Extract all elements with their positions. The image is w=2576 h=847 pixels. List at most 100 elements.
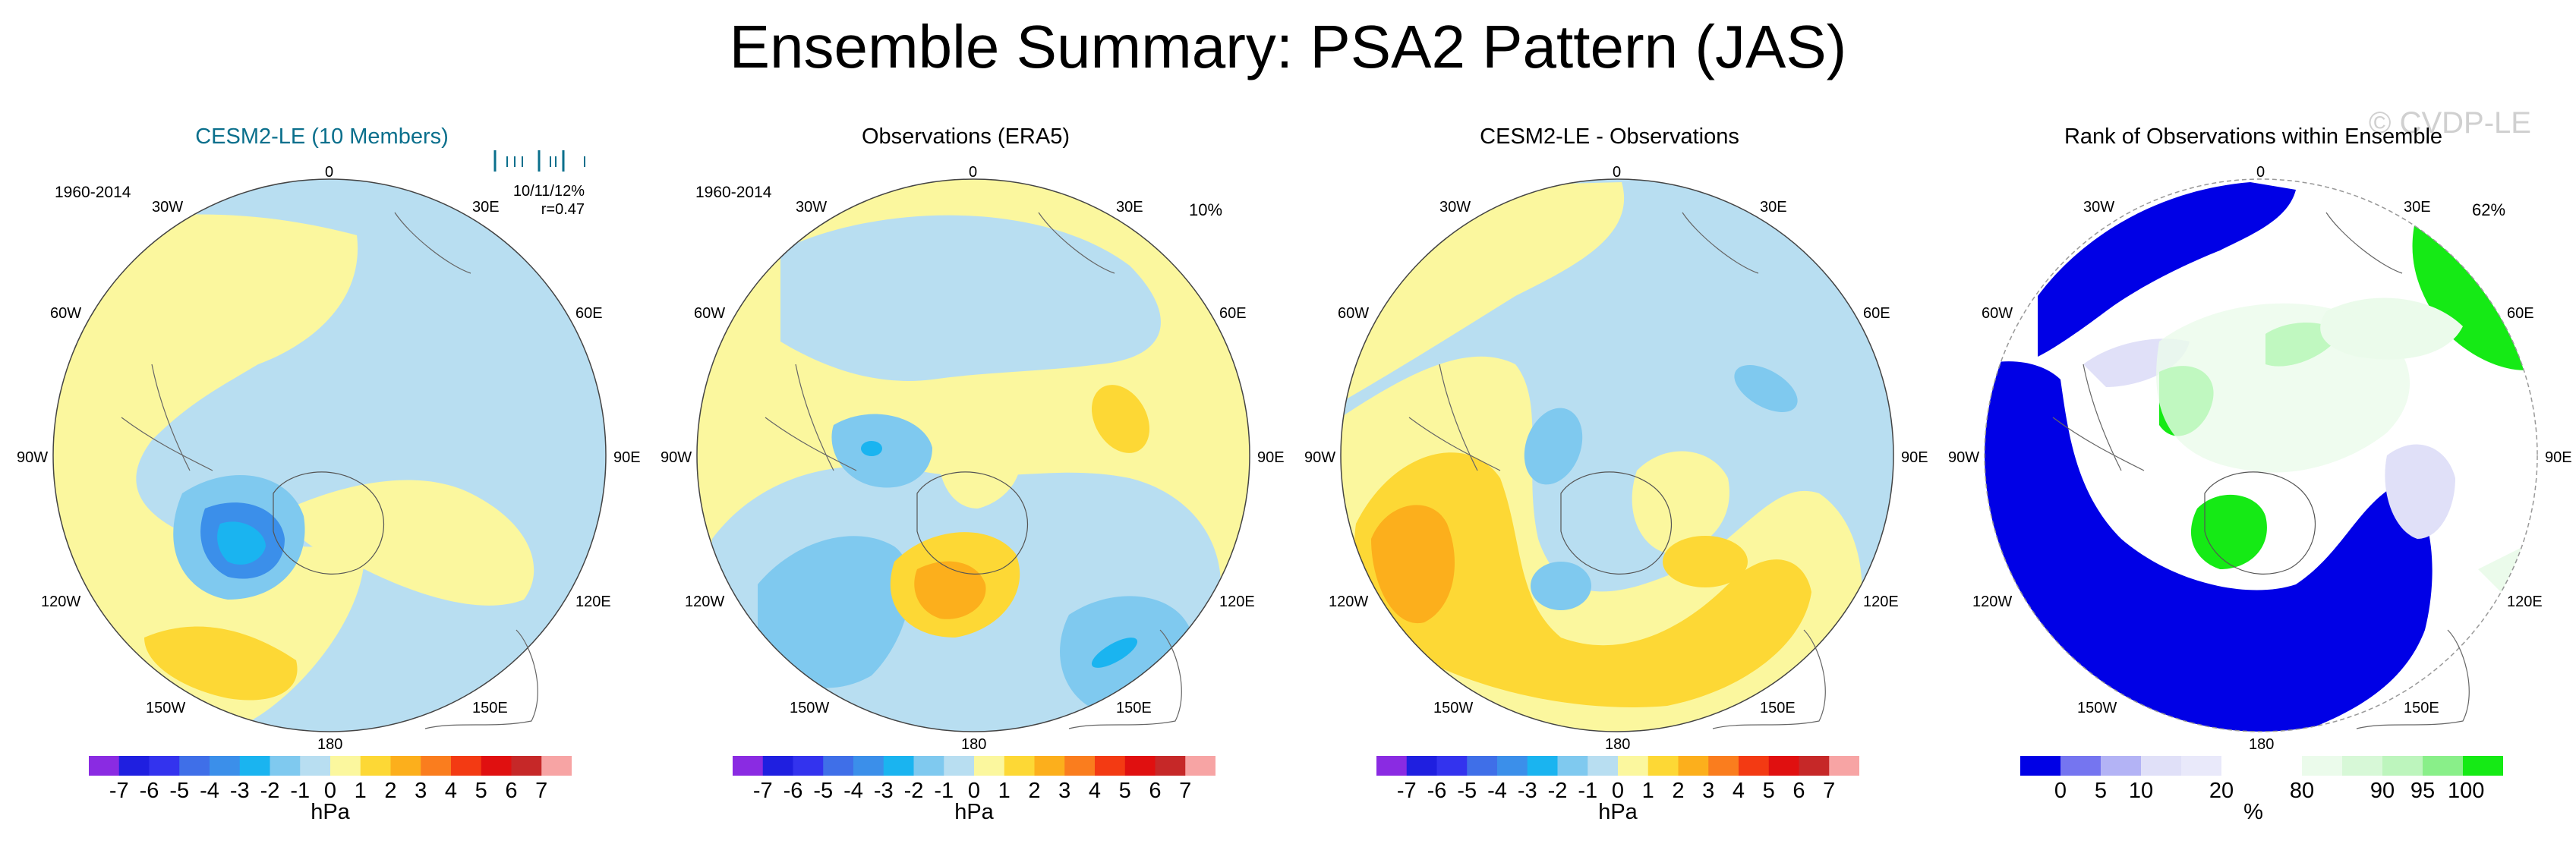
lon-label: 120E (1863, 594, 1899, 610)
colorbar-swatch (1185, 756, 1215, 776)
map-border (1340, 178, 1894, 732)
colorbar-swatch (2302, 756, 2343, 776)
positive-region (288, 480, 534, 606)
coastline (2325, 212, 2470, 729)
positive-region (1632, 451, 1729, 554)
colorbar-tick-label: 5 (1762, 779, 1775, 803)
coastline (1560, 471, 1672, 575)
lon-label: 30E (1760, 199, 1787, 216)
lon-label: 30E (2404, 199, 2431, 216)
colorbar-swatch (118, 756, 150, 776)
colorbar-swatch (179, 756, 210, 776)
colorbar-tick-label: 5 (2094, 779, 2108, 803)
colorbar-tick-label: 1 (354, 779, 367, 803)
lon-label: 150E (2404, 700, 2439, 716)
lon-label: 150E (1116, 700, 1152, 716)
colorbar-swatch (2463, 756, 2503, 776)
lon-label: 180 (961, 736, 987, 753)
colorbar-tick-label: 0 (967, 779, 981, 803)
stat-line: 10/11/12% (512, 183, 585, 200)
colorbar-tick-label: -5 (813, 779, 834, 803)
lon-label: 60E (1863, 305, 1890, 322)
lon-label: 60W (694, 305, 726, 322)
colorbar-tick-label: 3 (1702, 779, 1715, 803)
colorbar-swatch (1768, 756, 1799, 776)
polar-map (1984, 178, 2538, 732)
colorbar-tick-label: -3 (1517, 779, 1537, 803)
colorbar-swatch (270, 756, 301, 776)
coastline (2052, 364, 2145, 471)
colorbar-tick-label: -4 (200, 779, 219, 803)
colorbar-swatch (421, 756, 452, 776)
colorbar-swatch (793, 756, 824, 776)
colorbar-tick-label: 1 (998, 779, 1011, 803)
colorbar-tick-label: -6 (1427, 779, 1447, 803)
lon-label: 120E (1219, 594, 1255, 610)
colorbar-tick-label: 5 (475, 779, 487, 803)
negative-region (758, 536, 911, 688)
negative-region (351, 747, 396, 751)
colorbar-percent (2020, 756, 2503, 776)
rank-low (1985, 361, 2433, 732)
colorbar-tick-label: -3 (873, 779, 894, 803)
panel-title: Rank of Observations within Ensemble (2064, 124, 2443, 149)
lon-label: 0 (325, 164, 334, 181)
lon-label: 90E (1901, 449, 1928, 466)
positive-region (1663, 536, 1748, 587)
figure-title: Ensemble Summary: PSA2 Pattern (JAS) (729, 13, 1847, 80)
colorbar-tick-label: 0 (323, 779, 337, 803)
colorbar-tick-label: -2 (903, 779, 924, 803)
lon-label: 30W (2083, 199, 2115, 216)
colorbar-swatch (1678, 756, 1709, 776)
colorbar-swatch (1004, 756, 1035, 776)
colorbar-swatch (1647, 756, 1679, 776)
colorbar-swatch (762, 756, 793, 776)
positive-region (144, 626, 298, 701)
rank-percent: 62% (2472, 200, 2506, 219)
colorbar-swatch (300, 756, 331, 776)
colorbar-swatch (89, 756, 120, 776)
colorbar-tick-label: -7 (1396, 779, 1417, 803)
colorbar-tick-label: 4 (444, 779, 458, 803)
panel-model: CESM2-LE (10 Members) 1960-2014 0 30W 30… (0, 114, 644, 847)
colorbar-tick-label: -5 (1457, 779, 1477, 803)
negative-region (861, 441, 882, 456)
coastline (2204, 471, 2316, 575)
lon-label: 60E (1219, 305, 1247, 322)
colorbar-tick-label: 0 (2054, 779, 2067, 803)
map-border (696, 178, 1250, 732)
lon-label: 60E (2507, 305, 2534, 322)
coastline (1408, 364, 1501, 471)
member-spread-plot (493, 150, 585, 172)
colorbar-tick-label: 2 (384, 779, 397, 803)
colorbar-tick-label: 4 (1732, 779, 1745, 803)
lon-label: 60W (1338, 305, 1370, 322)
lon-label: 150W (146, 700, 186, 716)
colorbar-tick-label: 3 (1058, 779, 1071, 803)
colorbar-tick-label: 4 (1088, 779, 1102, 803)
lon-label: 120W (1329, 594, 1369, 610)
panel-title: CESM2-LE - Observations (1480, 124, 1739, 149)
watermark: © CVDP-LE (2369, 106, 2531, 140)
colorbar-swatch (853, 756, 884, 776)
colorbar-swatch (1588, 756, 1619, 776)
polar-map (52, 178, 607, 751)
colorbar-tick-label: 6 (1792, 779, 1805, 803)
lon-label: 180 (2249, 736, 2275, 753)
colorbar-tick-label: -7 (109, 779, 129, 803)
negative-region (780, 215, 1161, 381)
colorbar-swatch (2101, 756, 2142, 776)
lon-label: 60E (575, 305, 603, 322)
period-label: 1960-2014 (695, 184, 772, 201)
colorbar-swatch (541, 756, 572, 776)
colorbar-swatch (2382, 756, 2423, 776)
colorbar-tick-label: 2 (1028, 779, 1041, 803)
colorbar-swatch (2060, 756, 2101, 776)
coastline (765, 364, 857, 471)
lon-label: 90E (1257, 449, 1285, 466)
colorbar-tick-label: -7 (752, 779, 773, 803)
map-border (1984, 178, 2538, 732)
polar-map (1340, 178, 1894, 732)
colorbar-tick-label: 7 (535, 779, 548, 803)
panel-difference: CESM2-LE - Observations 0 30W 30E 60W 60… (1288, 114, 1931, 847)
